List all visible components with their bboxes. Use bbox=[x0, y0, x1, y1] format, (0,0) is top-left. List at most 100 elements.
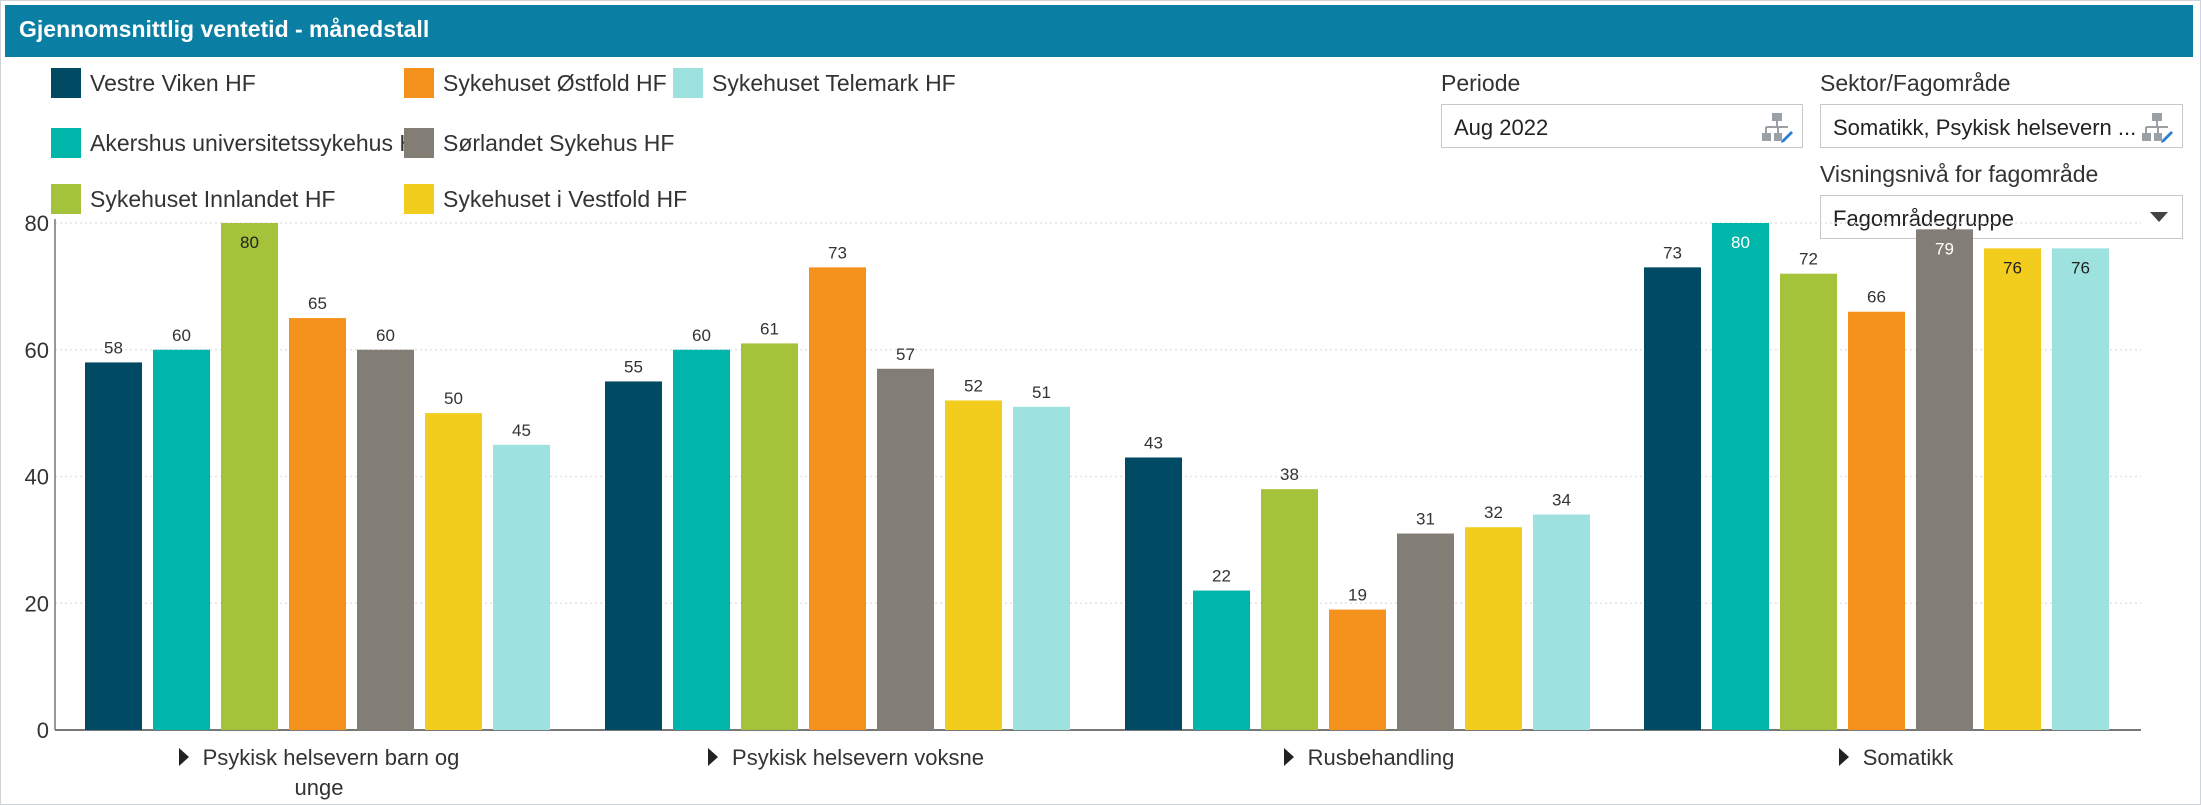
bar[interactable] bbox=[1848, 311, 1905, 730]
data-label: 73 bbox=[1663, 243, 1682, 262]
bar[interactable] bbox=[1712, 223, 1769, 730]
expand-triangle-icon[interactable] bbox=[708, 748, 719, 767]
periode-value: Aug 2022 bbox=[1454, 115, 1549, 140]
x-category[interactable]: Somatikk bbox=[1796, 743, 1996, 773]
data-label: 55 bbox=[624, 357, 643, 376]
data-label: 80 bbox=[240, 233, 259, 252]
periode-dropdown[interactable]: Aug 2022 bbox=[1441, 104, 1803, 148]
bar[interactable] bbox=[1465, 527, 1522, 730]
legend-item[interactable]: Sørlandet Sykehus HF bbox=[404, 127, 674, 159]
bar[interactable] bbox=[1916, 229, 1973, 730]
bar[interactable] bbox=[153, 349, 210, 730]
data-label: 31 bbox=[1416, 510, 1435, 529]
data-label: 43 bbox=[1144, 433, 1163, 452]
y-tick-label: 20 bbox=[25, 591, 49, 616]
legend-item[interactable]: Sykehuset Innlandet HF bbox=[51, 183, 335, 215]
bar[interactable] bbox=[425, 413, 482, 730]
bar[interactable] bbox=[1261, 489, 1318, 730]
data-label: 52 bbox=[964, 376, 983, 395]
data-label: 34 bbox=[1552, 491, 1571, 510]
bar[interactable] bbox=[1397, 533, 1454, 730]
data-label: 57 bbox=[896, 345, 915, 364]
bar[interactable] bbox=[1644, 267, 1701, 730]
legend-swatch bbox=[404, 128, 434, 158]
legend-item[interactable]: Akershus universitetssykehus HF bbox=[51, 127, 430, 159]
data-label: 22 bbox=[1212, 567, 1231, 586]
legend-swatch bbox=[51, 184, 81, 214]
data-label: 61 bbox=[760, 319, 779, 338]
x-category[interactable]: Psykisk helsevern barn og unge bbox=[169, 743, 469, 803]
data-label: 50 bbox=[444, 389, 463, 408]
x-category-label: Rusbehandling bbox=[1307, 745, 1455, 770]
legend-swatch bbox=[51, 68, 81, 98]
data-label: 32 bbox=[1484, 503, 1503, 522]
data-label: 72 bbox=[1799, 250, 1818, 269]
legend-item[interactable]: Vestre Viken HF bbox=[51, 67, 256, 99]
legend-label: Vestre Viken HF bbox=[90, 69, 256, 96]
bar[interactable] bbox=[1329, 609, 1386, 730]
expand-triangle-icon[interactable] bbox=[1283, 748, 1294, 767]
data-label: 66 bbox=[1867, 288, 1886, 307]
legend-item[interactable]: Sykehuset Østfold HF bbox=[404, 67, 667, 99]
bar[interactable] bbox=[605, 381, 662, 730]
legend-label: Sørlandet Sykehus HF bbox=[443, 129, 675, 156]
bar[interactable] bbox=[877, 368, 934, 730]
legend-swatch bbox=[404, 68, 434, 98]
data-label: 19 bbox=[1348, 586, 1367, 605]
bar[interactable] bbox=[2052, 248, 2109, 730]
bar[interactable] bbox=[289, 318, 346, 730]
bar[interactable] bbox=[1984, 248, 2041, 730]
data-label: 76 bbox=[2003, 258, 2022, 277]
sektor-dropdown[interactable]: Somatikk, Psykisk helsevern ... bbox=[1820, 104, 2183, 148]
bar[interactable] bbox=[673, 349, 730, 730]
bar[interactable] bbox=[1533, 514, 1590, 730]
data-label: 58 bbox=[104, 338, 123, 357]
legend-swatch bbox=[404, 184, 434, 214]
bar[interactable] bbox=[493, 444, 550, 730]
periode-label: Periode bbox=[1441, 70, 1521, 96]
legend-label: Sykehuset i Vestfold HF bbox=[443, 185, 688, 212]
data-label: 45 bbox=[512, 421, 531, 440]
y-tick-label: 0 bbox=[37, 718, 49, 743]
data-label: 51 bbox=[1032, 383, 1051, 402]
bar[interactable] bbox=[1780, 273, 1837, 730]
bar[interactable] bbox=[85, 362, 142, 730]
bar[interactable] bbox=[221, 223, 278, 730]
expand-triangle-icon[interactable] bbox=[1838, 748, 1849, 767]
bar[interactable] bbox=[1193, 590, 1250, 730]
data-label: 76 bbox=[2071, 258, 2090, 277]
legend-label: Sykehuset Innlandet HF bbox=[90, 185, 336, 212]
legend-label: Sykehuset Telemark HF bbox=[712, 69, 956, 96]
data-label: 38 bbox=[1280, 465, 1299, 484]
legend-item[interactable]: Sykehuset i Vestfold HF bbox=[404, 183, 687, 215]
data-label: 60 bbox=[376, 326, 395, 345]
bar[interactable] bbox=[357, 349, 414, 730]
visual-title-bar: Gjennomsnittlig ventetid - månedstall bbox=[5, 5, 2193, 57]
bar[interactable] bbox=[741, 343, 798, 730]
bar[interactable] bbox=[809, 267, 866, 730]
x-category[interactable]: Psykisk helsevern voksne bbox=[691, 743, 1001, 773]
legend-swatch bbox=[51, 128, 81, 158]
y-tick-label: 40 bbox=[25, 465, 49, 490]
hierarchy-edit-icon[interactable] bbox=[2140, 111, 2174, 143]
visual-title: Gjennomsnittlig ventetid - månedstall bbox=[19, 16, 430, 42]
legend-swatch bbox=[673, 68, 703, 98]
data-label: 79 bbox=[1935, 239, 1954, 258]
x-category[interactable]: Rusbehandling bbox=[1269, 743, 1469, 773]
bar[interactable] bbox=[1125, 457, 1182, 730]
x-category-label: Somatikk bbox=[1862, 745, 1954, 770]
chevron-down-icon[interactable] bbox=[2150, 212, 2168, 222]
data-label: 65 bbox=[308, 294, 327, 313]
visning-dropdown[interactable]: Fagområdegruppe bbox=[1820, 195, 2183, 239]
data-label: 60 bbox=[692, 326, 711, 345]
bar[interactable] bbox=[945, 400, 1002, 730]
x-category-label: Psykisk helsevern voksne bbox=[732, 745, 984, 770]
expand-triangle-icon[interactable] bbox=[178, 748, 189, 767]
bar[interactable] bbox=[1013, 406, 1070, 730]
legend-item[interactable]: Sykehuset Telemark HF bbox=[673, 67, 956, 99]
hierarchy-edit-icon[interactable] bbox=[1760, 111, 1794, 143]
x-category-label: Psykisk helsevern barn og unge bbox=[202, 745, 460, 800]
visning-label: Visningsnivå for fagområde bbox=[1820, 161, 2099, 187]
